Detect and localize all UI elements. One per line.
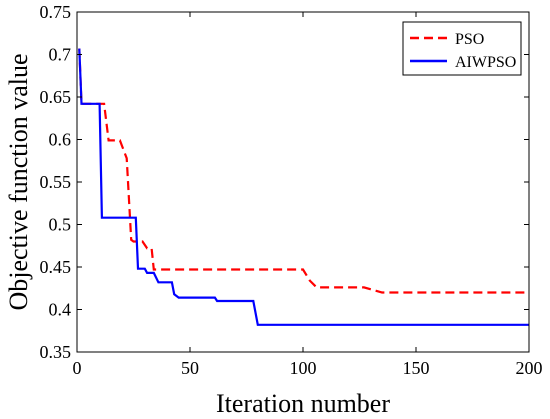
x-tick-label: 200	[516, 358, 543, 378]
legend-box	[402, 21, 522, 76]
x-axis-label: Iteration number	[216, 389, 390, 418]
series-line-aiwpso	[78, 48, 529, 326]
legend-label-aiwpso: AIWPSO	[455, 54, 516, 71]
y-tick-label: 0.45	[40, 257, 72, 277]
y-tick-label: 0.7	[49, 45, 72, 65]
y-axis-label: Objective function value	[4, 53, 33, 310]
y-tick-label: 0.65	[40, 87, 72, 107]
y-tick-label: 0.4	[49, 300, 72, 320]
data-lines	[78, 48, 529, 326]
x-tick-label: 150	[403, 358, 430, 378]
y-tick-label: 0.55	[40, 172, 72, 192]
y-tick-label: 0.5	[49, 215, 72, 235]
y-tick-label: 0.75	[40, 2, 72, 22]
y-tick-label: 0.6	[49, 130, 72, 150]
x-tick-label: 0	[73, 358, 82, 378]
series-line-pso	[78, 48, 529, 294]
x-tick-label: 100	[290, 358, 317, 378]
x-ticks: 0 50 100 150 200	[73, 12, 543, 378]
legend-label-pso: PSO	[455, 31, 484, 48]
y-tick-label: 0.35	[40, 342, 72, 362]
plot-frame	[76, 11, 530, 353]
x-tick-label: 50	[181, 358, 199, 378]
legend: PSO AIWPSO	[402, 21, 522, 76]
